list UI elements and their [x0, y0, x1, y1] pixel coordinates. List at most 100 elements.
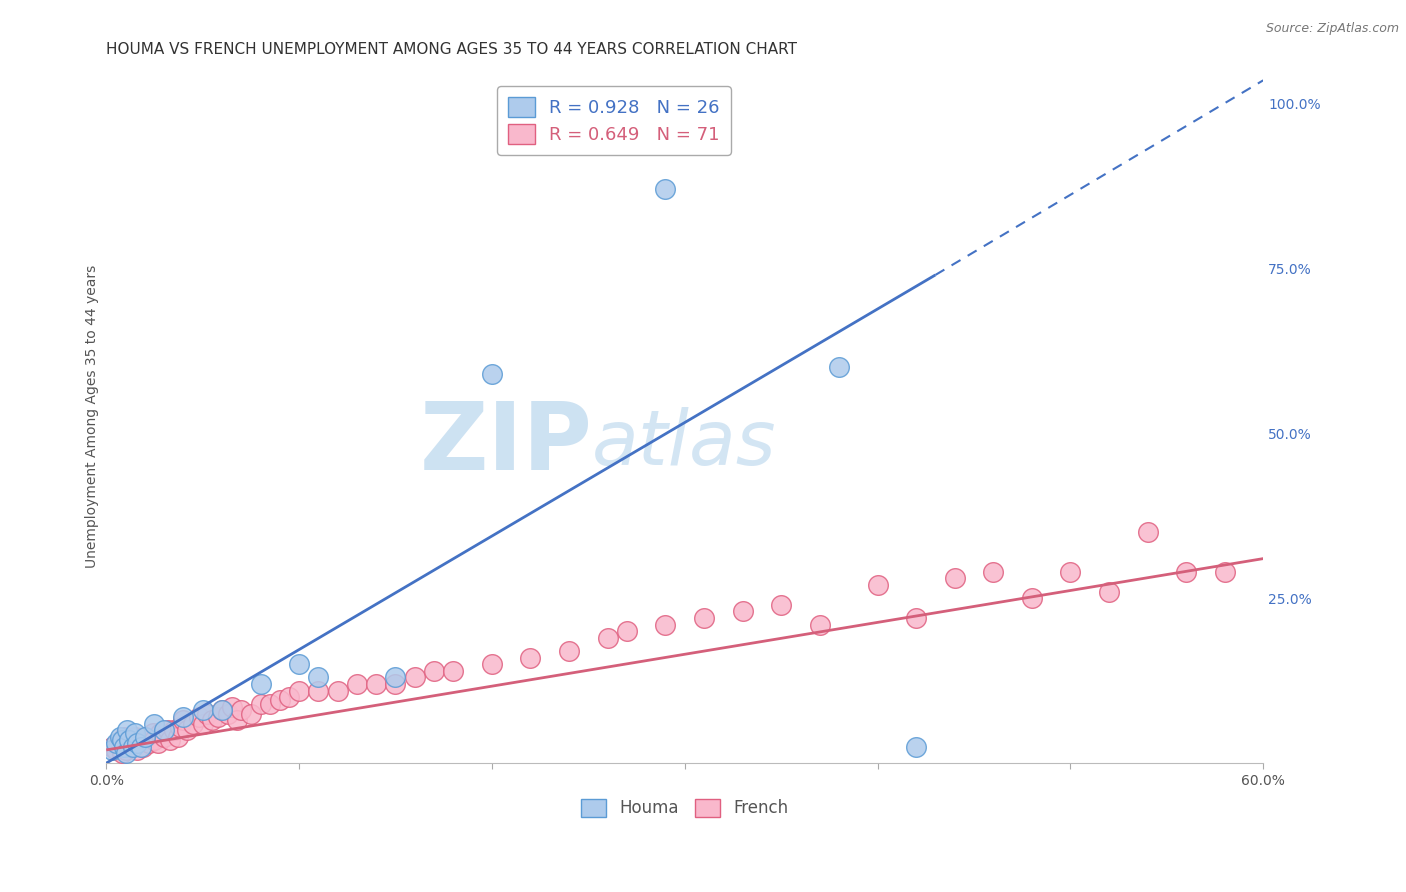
Point [118, 733, 141, 747]
Point [288, 683, 311, 698]
Point [118, 736, 141, 750]
Point [101, 743, 124, 757]
Point [127, 736, 149, 750]
Point [129, 733, 152, 747]
Point [191, 716, 214, 731]
Point [156, 723, 179, 738]
Text: atlas: atlas [592, 408, 776, 482]
Point [288, 657, 311, 672]
Point [1175, 565, 1198, 579]
Point [159, 733, 181, 747]
Point [249, 697, 271, 711]
Point [866, 578, 889, 592]
Point [654, 617, 676, 632]
Point [654, 182, 676, 196]
Point [226, 713, 249, 727]
Point [731, 604, 754, 618]
Point [1136, 525, 1159, 540]
Point [169, 720, 191, 734]
Point [307, 670, 329, 684]
Point [596, 631, 619, 645]
Point [127, 743, 149, 757]
Point [217, 706, 239, 721]
Point [111, 746, 134, 760]
Point [191, 703, 214, 717]
Point [141, 726, 163, 740]
Point [117, 723, 139, 738]
Point [163, 723, 186, 738]
Point [558, 644, 581, 658]
Point [905, 611, 928, 625]
Point [124, 726, 146, 740]
Point [176, 723, 198, 738]
Point [1059, 565, 1081, 579]
Point [404, 670, 426, 684]
Point [616, 624, 638, 639]
Point [148, 736, 170, 750]
Point [111, 733, 134, 747]
Y-axis label: Unemployment Among Ages 35 to 44 years: Unemployment Among Ages 35 to 44 years [86, 265, 100, 568]
Point [114, 743, 136, 757]
Point [384, 677, 406, 691]
Point [101, 739, 124, 754]
Point [124, 730, 146, 744]
Point [211, 703, 233, 717]
Point [519, 650, 541, 665]
Point [221, 700, 243, 714]
Point [211, 703, 233, 717]
Point [120, 739, 142, 754]
Point [441, 664, 464, 678]
Point [269, 693, 291, 707]
Point [259, 697, 281, 711]
Text: HOUMA VS FRENCH UNEMPLOYMENT AMONG AGES 35 TO 44 YEARS CORRELATION CHART: HOUMA VS FRENCH UNEMPLOYMENT AMONG AGES … [107, 42, 797, 57]
Point [1021, 591, 1043, 606]
Point [326, 683, 349, 698]
Point [134, 730, 156, 744]
Point [114, 746, 136, 760]
Point [153, 730, 176, 744]
Point [1213, 565, 1236, 579]
Point [187, 710, 209, 724]
Point [134, 730, 156, 744]
Point [108, 736, 131, 750]
Point [153, 723, 176, 738]
Point [132, 739, 155, 754]
Point [239, 706, 262, 721]
Point [943, 571, 966, 585]
Point [481, 367, 503, 381]
Point [770, 598, 793, 612]
Point [108, 730, 131, 744]
Point [808, 617, 831, 632]
Point [172, 710, 194, 724]
Point [207, 710, 229, 724]
Text: ZIP: ZIP [419, 399, 592, 491]
Point [366, 677, 388, 691]
Point [693, 611, 716, 625]
Point [201, 713, 224, 727]
Point [129, 739, 152, 754]
Legend: Houma, French: Houma, French [574, 792, 796, 824]
Point [905, 739, 928, 754]
Point [112, 739, 135, 754]
Point [423, 664, 446, 678]
Point [307, 683, 329, 698]
Point [149, 726, 172, 740]
Point [172, 713, 194, 727]
Point [278, 690, 301, 705]
Point [195, 706, 218, 721]
Point [166, 730, 188, 744]
Point [231, 703, 253, 717]
Text: Source: ZipAtlas.com: Source: ZipAtlas.com [1265, 22, 1399, 36]
Point [104, 736, 127, 750]
Point [384, 670, 406, 684]
Point [828, 360, 851, 375]
Point [181, 716, 204, 731]
Point [122, 739, 145, 754]
Point [981, 565, 1004, 579]
Point [1098, 584, 1121, 599]
Point [104, 743, 127, 757]
Point [112, 730, 135, 744]
Point [138, 736, 160, 750]
Point [143, 716, 166, 731]
Point [481, 657, 503, 672]
